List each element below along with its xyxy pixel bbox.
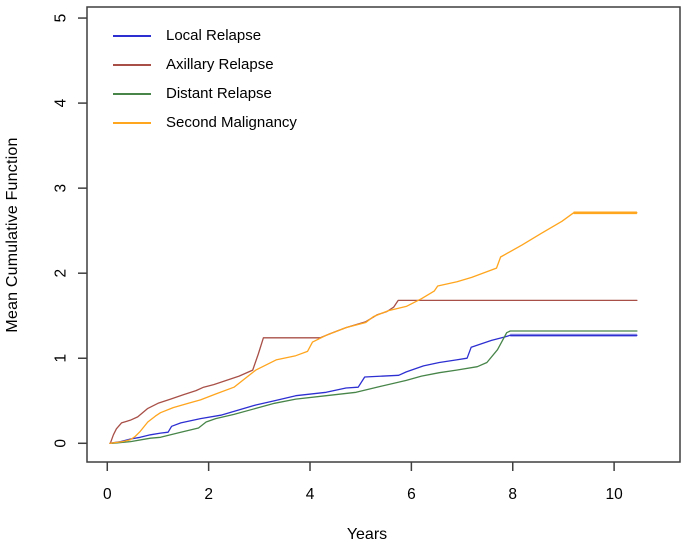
series-line-local-relapse	[109, 334, 638, 444]
x-tick-label: 0	[103, 486, 112, 503]
legend-item-axillary-relapse: Axillary Relapse	[113, 50, 297, 79]
legend-label: Local Relapse	[166, 27, 262, 44]
y-tick-label: 2	[53, 269, 70, 278]
legend-line-swatch	[113, 34, 151, 37]
x-tick-label: 4	[306, 486, 315, 503]
y-tick-label: 1	[53, 354, 70, 363]
legend-item-local-relapse: Local Relapse	[113, 21, 297, 50]
legend-item-distant-relapse: Distant Relapse	[113, 79, 297, 108]
x-tick-label: 2	[204, 486, 213, 503]
y-tick-label: 4	[53, 98, 70, 107]
y-tick-label: 0	[53, 439, 70, 448]
chart-legend: Local Relapse Axillary Relapse Distant R…	[113, 21, 297, 137]
y-tick-label: 5	[53, 14, 70, 23]
series-line-axillary-relapse	[109, 299, 638, 444]
legend-label: Axillary Relapse	[166, 56, 274, 73]
plot-border	[86, 6, 681, 463]
series-line-second-malignancy	[109, 212, 638, 444]
x-tick-label: 6	[407, 486, 416, 503]
legend-label: Distant Relapse	[166, 85, 272, 102]
legend-line-swatch	[113, 121, 151, 124]
legend-label: Second Malignancy	[166, 114, 297, 131]
x-axis-title: Years	[346, 526, 388, 543]
legend-item-second-malignancy: Second Malignancy	[113, 108, 297, 137]
x-tick-label: 10	[605, 486, 623, 503]
legend-line-swatch	[113, 63, 151, 66]
legend-line-swatch	[113, 92, 151, 95]
y-axis-title: Mean Cumulative Function	[4, 137, 21, 333]
x-tick-label: 8	[508, 486, 517, 503]
series-line-distant-relapse	[111, 330, 638, 444]
y-tick-label: 3	[53, 184, 70, 193]
